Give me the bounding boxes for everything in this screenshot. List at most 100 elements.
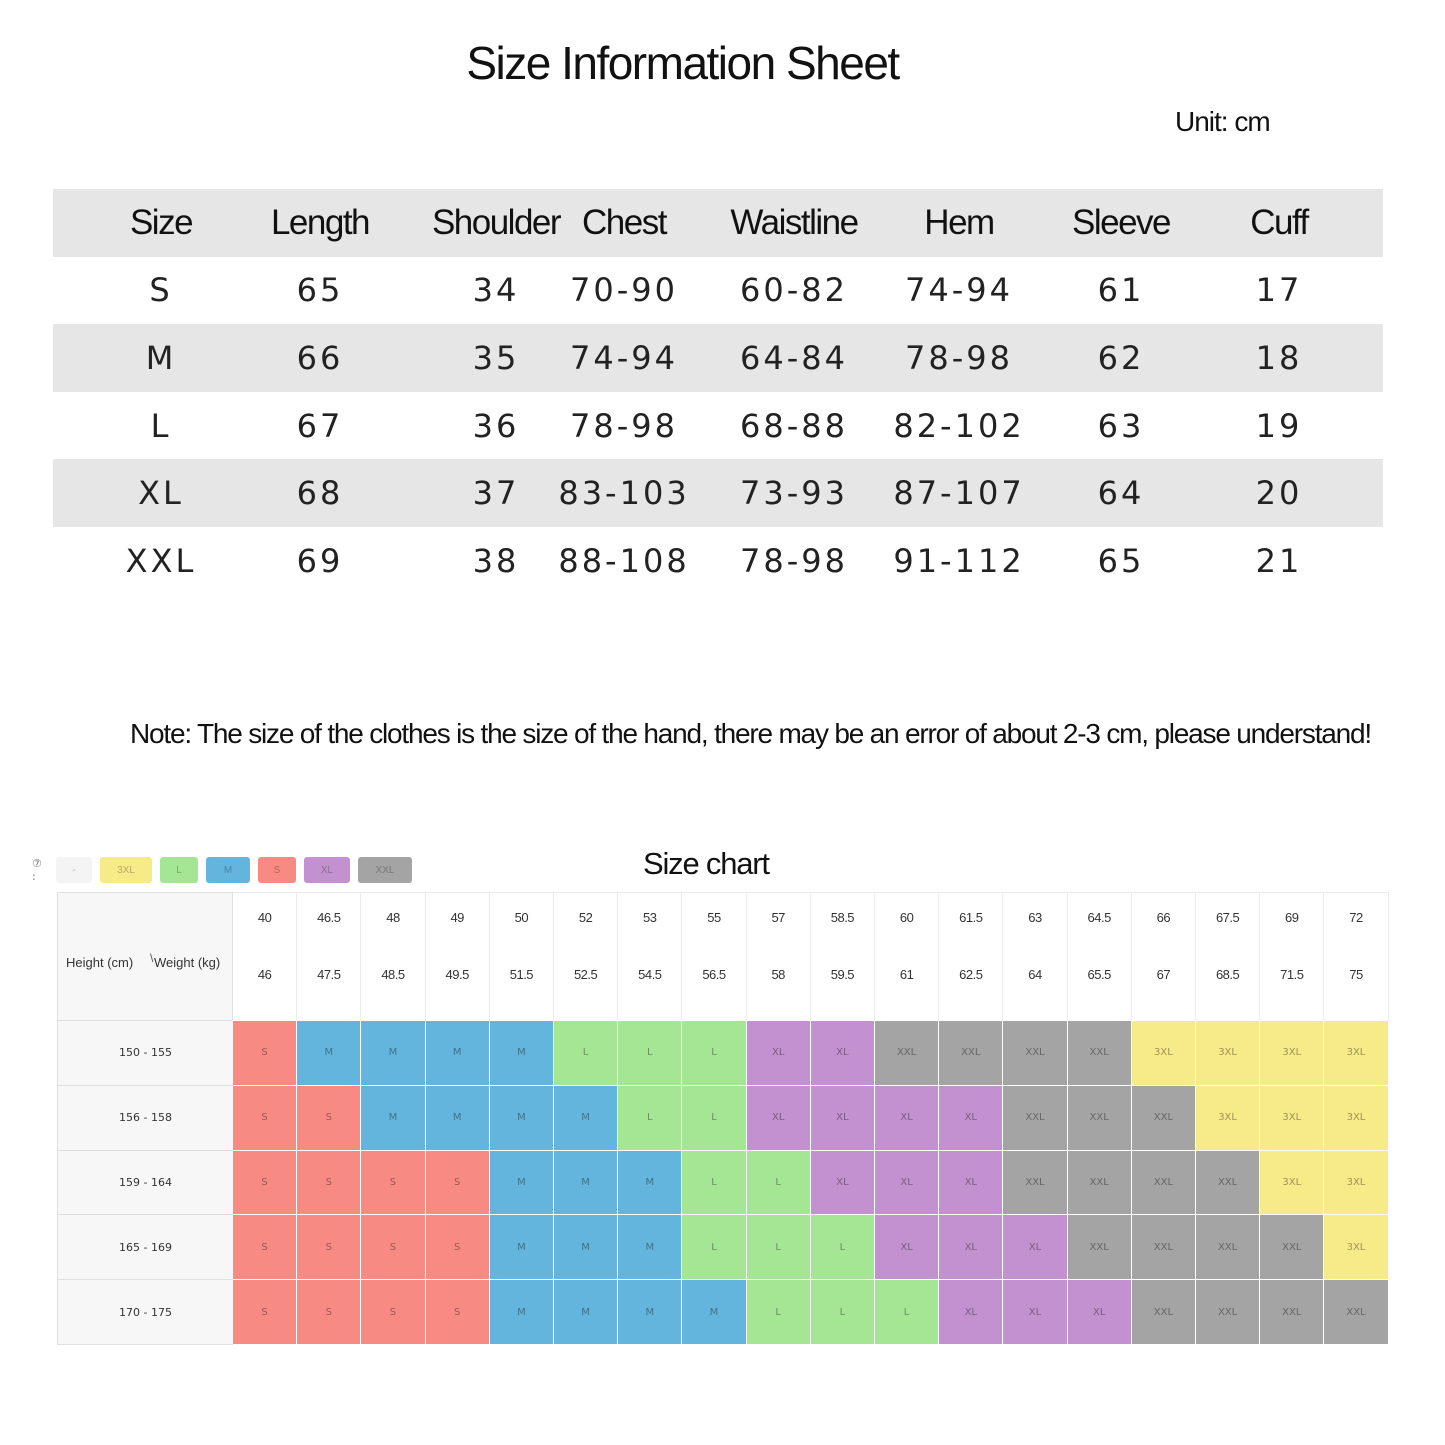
legend-swatch[interactable]: XL [304, 857, 350, 883]
table-cell-7: 19 [1255, 406, 1303, 445]
size-table-header: Size Length Shoulder Chest Waistline Hem Sleev… [53, 189, 1383, 257]
weight-column-header: 52 52.5 [554, 892, 619, 1021]
help-icon[interactable]: ⑦ : [32, 857, 42, 883]
weight-range-end: 46 [257, 967, 272, 982]
size-cell: XXL [1196, 1150, 1261, 1216]
weight-range-start: 60 [899, 910, 914, 925]
size-table-row: L 67 36 78-98 68-88 82-102 63 19 [53, 392, 1383, 460]
weight-column-header: 60 61 [875, 892, 940, 1021]
table-cell-7: 20 [1255, 474, 1303, 513]
size-chart-legend: ⑦ : -3XL L M S XL XXL [32, 856, 420, 884]
weight-range-start: 58.5 [830, 910, 855, 925]
size-cell: L [554, 1021, 619, 1086]
weight-range-start: 64.5 [1087, 910, 1112, 925]
size-cell: M [618, 1215, 683, 1281]
column-header-0: Size [129, 202, 194, 242]
size-chart-title: Size chart [643, 846, 770, 881]
size-cell: S [425, 1215, 490, 1281]
size-cell: XL [810, 1150, 875, 1216]
table-cell-1: 68 [296, 474, 344, 513]
table-cell-1: 69 [296, 541, 344, 580]
table-cell-6: 63 [1097, 406, 1145, 445]
weight-column-header: 40 46 [233, 892, 298, 1021]
size-cell: M [489, 1085, 554, 1151]
table-cell-4: 64-84 [740, 338, 848, 377]
legend-swatch[interactable]: M [206, 857, 250, 883]
size-cell: L [618, 1085, 683, 1151]
weight-range-end: 71.5 [1280, 967, 1304, 982]
size-cell: S [233, 1215, 298, 1281]
size-cell: XL [1067, 1280, 1132, 1345]
legend-swatch[interactable]: L [160, 857, 198, 883]
height-axis-label: Height (cm) [66, 955, 134, 970]
size-cell: M [425, 1021, 490, 1086]
diagonal-divider: \ [150, 951, 154, 965]
size-cell: S [425, 1280, 490, 1345]
table-cell-7: 18 [1255, 338, 1303, 377]
column-header-6: Sleeve [1071, 202, 1172, 242]
size-cell: XXL [1067, 1215, 1132, 1281]
column-header-3: Chest [582, 202, 667, 242]
weight-column-header: 66 67 [1131, 892, 1196, 1021]
column-header-4: Waistline [730, 202, 859, 242]
legend-swatch[interactable]: - [56, 857, 92, 883]
size-cell: S [297, 1150, 362, 1216]
size-cell: XXL [1131, 1215, 1196, 1281]
size-cell: XL [746, 1085, 811, 1151]
size-cell: 3XL [1196, 1021, 1261, 1086]
size-cell: L [682, 1021, 747, 1086]
weight-range-start: 63 [1028, 910, 1042, 925]
table-cell-1: 67 [296, 406, 344, 445]
note-text: Note: The size of the clothes is the siz… [130, 718, 1372, 749]
legend-swatch[interactable]: 3XL [100, 857, 152, 883]
weight-range-end: 67 [1156, 967, 1171, 982]
page-title: Size Information Sheet [466, 37, 900, 89]
weight-range-end: 58 [771, 967, 785, 982]
size-cell: XXL [1067, 1150, 1132, 1216]
weight-range-end: 51.5 [509, 967, 534, 982]
size-cell: XL [810, 1021, 875, 1086]
legend-swatch[interactable]: XXL [358, 857, 412, 883]
weight-column-header: 53 54.5 [618, 892, 683, 1021]
size-table-row: M 66 35 74-94 64-84 78-98 62 18 [53, 324, 1383, 392]
size-cell: XL [875, 1085, 940, 1151]
size-cell: XXL [1324, 1280, 1389, 1345]
size-cell: S [233, 1150, 298, 1216]
size-cell: 3XL [1324, 1085, 1389, 1151]
size-cell: L [746, 1280, 811, 1345]
height-row-label: 165 - 169 [57, 1215, 233, 1281]
size-cell: XL [1003, 1215, 1068, 1281]
size-cell: S [233, 1021, 298, 1086]
weight-range-start: 55 [707, 910, 721, 925]
size-cell: 3XL [1131, 1021, 1196, 1086]
size-cell: XXL [1260, 1215, 1325, 1281]
legend-swatch[interactable]: S [258, 857, 296, 883]
size-chart-grid: Height (cm) \ Weight (kg) 40 46 46.5 47.5 48… [57, 892, 1389, 1345]
weight-range-start: 48 [386, 910, 400, 925]
table-cell-3: 83-103 [558, 474, 690, 513]
table-cell-0: S [149, 271, 173, 310]
size-cell: XXL [1003, 1085, 1068, 1151]
weight-axis-label: Weight (kg) [154, 955, 221, 970]
size-cell: XXL [1196, 1215, 1261, 1281]
size-cell: XXL [1003, 1021, 1068, 1086]
size-cell: XL [875, 1150, 940, 1216]
weight-column-header: 72 75 [1324, 892, 1389, 1021]
size-cell: XXL [1260, 1280, 1325, 1345]
table-cell-6: 64 [1097, 474, 1145, 513]
size-cell: XXL [1131, 1280, 1196, 1345]
size-table-row: S 65 34 70-90 60-82 74-94 61 17 [53, 257, 1383, 325]
table-cell-2: 37 [472, 474, 520, 513]
size-cell: M [554, 1150, 619, 1216]
table-cell-0: L [150, 406, 172, 445]
size-cell: L [875, 1280, 940, 1345]
size-cell: M [618, 1280, 683, 1345]
size-cell: L [746, 1215, 811, 1281]
size-cell: L [682, 1215, 747, 1281]
column-header-1: Length [270, 202, 371, 242]
weight-column-header: 48 48.5 [361, 892, 426, 1021]
size-cell: S [233, 1085, 298, 1151]
weight-range-start: 72 [1349, 910, 1363, 925]
size-cell: XL [939, 1280, 1004, 1345]
weight-column-header: 64.5 65.5 [1067, 892, 1132, 1021]
